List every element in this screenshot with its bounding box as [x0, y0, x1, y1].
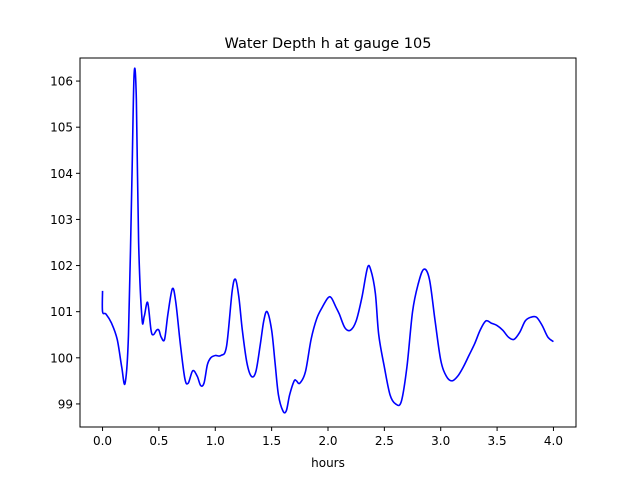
plot-frame: [79, 57, 577, 428]
y-tick-label: 105: [50, 121, 73, 135]
x-tick-label: 1.5: [262, 434, 281, 448]
series-line-0: [101, 67, 554, 414]
x-tick-label: 3.5: [488, 434, 507, 448]
x-tick-label: 0.5: [149, 434, 168, 448]
y-tick-label: 101: [50, 305, 73, 319]
y-tick-label: 102: [50, 259, 73, 273]
plot-area: [101, 67, 554, 414]
x-tick-label: 1.0: [206, 434, 225, 448]
y-tick-label: 100: [50, 351, 73, 365]
x-tick-label: 2.5: [375, 434, 394, 448]
chart-title: Water Depth h at gauge 105: [225, 36, 432, 52]
x-tick-label: 4.0: [544, 434, 563, 448]
axis-ticks: 0.0 0.5 1.0 1.5 2.0 2.5 3.0 3.5 4.0 99 100 101 102 10…: [50, 75, 563, 448]
x-tick-label: 0.0: [93, 434, 112, 448]
y-tick-label: 103: [50, 213, 73, 227]
x-axis-label: hours: [311, 456, 345, 470]
x-tick-label: 3.0: [431, 434, 450, 448]
y-tick-label: 99: [58, 397, 73, 411]
y-tick-label: 104: [50, 167, 73, 181]
x-tick-label: 2.0: [318, 434, 337, 448]
y-tick-label: 106: [50, 75, 73, 89]
